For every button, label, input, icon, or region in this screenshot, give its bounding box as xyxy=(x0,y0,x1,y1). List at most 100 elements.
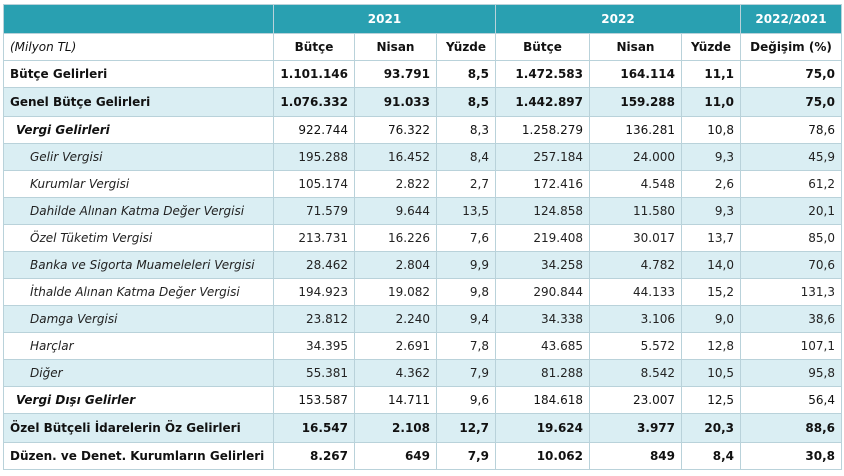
table-row: Harçlar 34.395 2.691 7,8 43.685 5.572 12,8 107,… xyxy=(3,332,842,360)
col-degisim: Değişim (%) xyxy=(740,33,842,61)
row-value: 9,9 xyxy=(436,251,496,279)
row-value: 922.744 xyxy=(273,116,355,144)
row-value: 213.731 xyxy=(273,224,355,252)
row-value: 10,8 xyxy=(681,116,741,144)
row-value: 44.133 xyxy=(589,278,682,306)
row-value: 12,5 xyxy=(681,386,741,414)
row-value: 28.462 xyxy=(273,251,355,279)
table-row: Özel Tüketim Vergisi 213.731 16.226 7,6 219.… xyxy=(3,224,842,252)
table-row: Diğer 55.381 4.362 7,9 81.288 8.542 10,5 95,8 xyxy=(3,359,842,387)
row-value: 34.395 xyxy=(273,332,355,360)
row-value: 257.184 xyxy=(495,143,590,171)
col-yuzde-2022: Yüzde xyxy=(681,33,741,61)
row-value: 9,4 xyxy=(436,305,496,333)
row-value: 11,1 xyxy=(681,60,741,88)
row-value: 9,8 xyxy=(436,278,496,306)
row-value: 7,6 xyxy=(436,224,496,252)
row-value: 34.258 xyxy=(495,251,590,279)
row-value: 91.033 xyxy=(354,87,437,117)
row-value: 8,3 xyxy=(436,116,496,144)
row-value: 38,6 xyxy=(740,305,842,333)
column-header-row: (Milyon TL) Bütçe Nisan Yüzde Bütçe Nisa… xyxy=(3,33,842,61)
row-value: 1.076.332 xyxy=(273,87,355,117)
row-value: 8,4 xyxy=(436,143,496,171)
row-value: 30.017 xyxy=(589,224,682,252)
budget-revenue-table: 2021 2022 2022/2021 (Milyon TL) Bütçe Ni… xyxy=(3,4,842,470)
row-value: 290.844 xyxy=(495,278,590,306)
row-value: 14.711 xyxy=(354,386,437,414)
row-value: 8,5 xyxy=(436,87,496,117)
row-value: 4.548 xyxy=(589,170,682,198)
table-body: Bütçe Gelirleri 1.101.146 93.791 8,5 1.472.5… xyxy=(3,60,842,470)
row-value: 71.579 xyxy=(273,197,355,225)
row-value: 2,7 xyxy=(436,170,496,198)
header-blank-cell xyxy=(3,4,274,34)
row-value: 7,9 xyxy=(436,359,496,387)
table-row: Düzen. ve Denet. Kurumların Gelirleri 8.2… xyxy=(3,442,842,470)
row-value: 55.381 xyxy=(273,359,355,387)
row-value: 19.082 xyxy=(354,278,437,306)
row-value: 195.288 xyxy=(273,143,355,171)
row-value: 30,8 xyxy=(740,442,842,470)
row-label: Genel Bütçe Gelirleri xyxy=(3,87,274,117)
row-value: 8.267 xyxy=(273,442,355,470)
row-value: 61,2 xyxy=(740,170,842,198)
row-value: 23.812 xyxy=(273,305,355,333)
row-value: 24.000 xyxy=(589,143,682,171)
row-label: Vergi Gelirleri xyxy=(3,116,274,144)
row-value: 7,8 xyxy=(436,332,496,360)
row-value: 13,5 xyxy=(436,197,496,225)
row-label: Kurumlar Vergisi xyxy=(3,170,274,198)
row-value: 1.101.146 xyxy=(273,60,355,88)
row-value: 11,0 xyxy=(681,87,741,117)
year-2021-header: 2021 xyxy=(273,4,496,34)
row-value: 76.322 xyxy=(354,116,437,144)
row-value: 153.587 xyxy=(273,386,355,414)
row-value: 131,3 xyxy=(740,278,842,306)
row-value: 12,8 xyxy=(681,332,741,360)
row-value: 184.618 xyxy=(495,386,590,414)
row-value: 849 xyxy=(589,442,682,470)
row-value: 85,0 xyxy=(740,224,842,252)
row-value: 9.644 xyxy=(354,197,437,225)
row-value: 2.822 xyxy=(354,170,437,198)
row-value: 649 xyxy=(354,442,437,470)
row-value: 78,6 xyxy=(740,116,842,144)
row-value: 8,4 xyxy=(681,442,741,470)
row-value: 136.281 xyxy=(589,116,682,144)
table-row: Damga Vergisi 23.812 2.240 9,4 34.338 3.106 9,… xyxy=(3,305,842,333)
table-row: Gelir Vergisi 195.288 16.452 8,4 257.184 24.0… xyxy=(3,143,842,171)
row-label: Vergi Dışı Gelirler xyxy=(3,386,274,414)
row-value: 16.452 xyxy=(354,143,437,171)
row-value: 4.782 xyxy=(589,251,682,279)
row-label: Dahilde Alınan Katma Değer Vergisi xyxy=(3,197,274,225)
row-value: 13,7 xyxy=(681,224,741,252)
row-value: 105.174 xyxy=(273,170,355,198)
row-value: 70,6 xyxy=(740,251,842,279)
row-value: 34.338 xyxy=(495,305,590,333)
row-value: 20,1 xyxy=(740,197,842,225)
row-value: 3.977 xyxy=(589,413,682,443)
table-row: Vergi Gelirleri 922.744 76.322 8,3 1.258.279… xyxy=(3,116,842,144)
table-row: Banka ve Sigorta Muameleleri Vergisi 28.4… xyxy=(3,251,842,279)
row-value: 15,2 xyxy=(681,278,741,306)
row-value: 95,8 xyxy=(740,359,842,387)
row-value: 93.791 xyxy=(354,60,437,88)
row-value: 16.547 xyxy=(273,413,355,443)
row-value: 194.923 xyxy=(273,278,355,306)
table-row: Genel Bütçe Gelirleri 1.076.332 91.033 8,5 1… xyxy=(3,87,842,117)
row-value: 9,3 xyxy=(681,197,741,225)
table-row: Dahilde Alınan Katma Değer Vergisi 71.579… xyxy=(3,197,842,225)
row-value: 43.685 xyxy=(495,332,590,360)
row-value: 2.804 xyxy=(354,251,437,279)
row-value: 10,5 xyxy=(681,359,741,387)
row-value: 164.114 xyxy=(589,60,682,88)
row-value: 2.691 xyxy=(354,332,437,360)
row-label: Özel Tüketim Vergisi xyxy=(3,224,274,252)
row-value: 8,5 xyxy=(436,60,496,88)
row-value: 107,1 xyxy=(740,332,842,360)
row-label: Düzen. ve Denet. Kurumların Gelirleri xyxy=(3,442,274,470)
col-butce-2022: Bütçe xyxy=(495,33,590,61)
row-label: Diğer xyxy=(3,359,274,387)
row-value: 11.580 xyxy=(589,197,682,225)
